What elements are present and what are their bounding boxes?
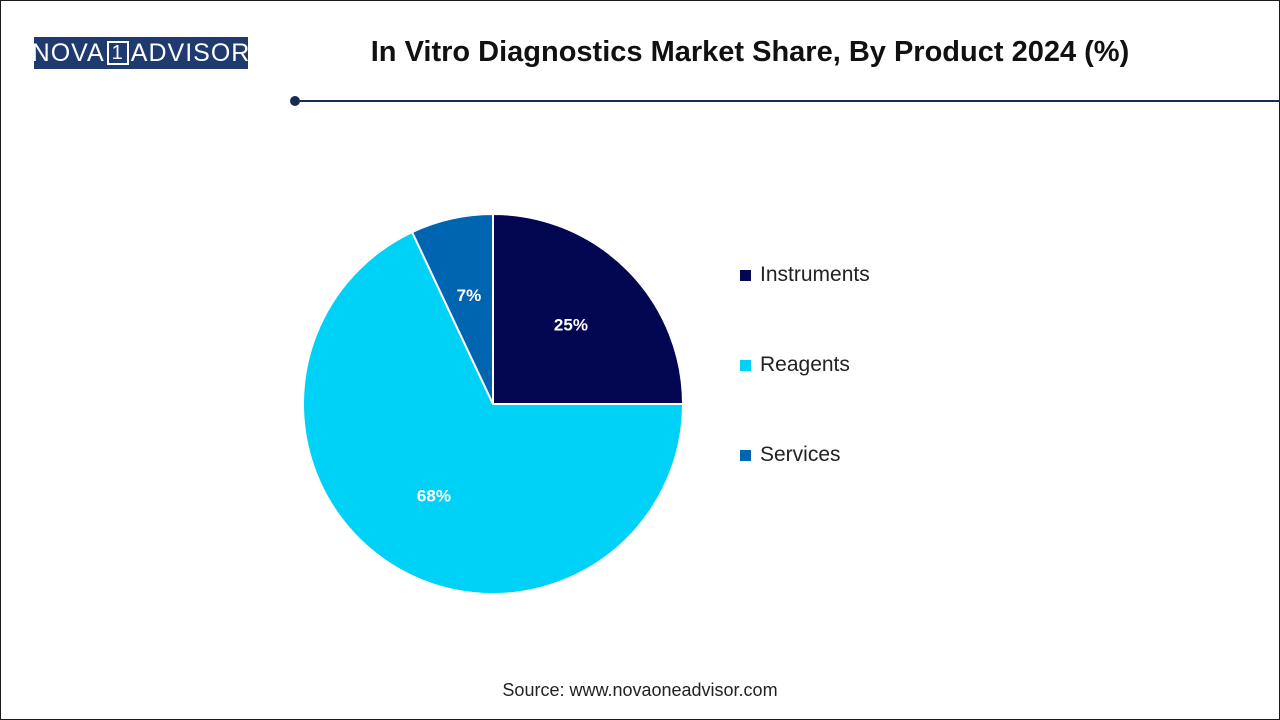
legend-label-reagents: Reagents (760, 353, 850, 376)
logo-mark: 1 (106, 41, 129, 65)
legend: Instruments Reagents Services (740, 262, 870, 532)
chart-title: In Vitro Diagnostics Market Share, By Pr… (370, 36, 1130, 68)
pie-slice-reagents (302, 230, 685, 595)
legend-item-services: Services (740, 442, 870, 468)
legend-swatch-services (740, 449, 751, 461)
legend-item-reagents: Reagents (740, 352, 870, 378)
source-note: Source: www.novaoneadvisor.com (502, 680, 778, 700)
legend-swatch-instruments (740, 269, 751, 281)
logo-text-right: ADVISOR (130, 38, 251, 67)
company-logo: NOVA 1 ADVISOR (31, 37, 251, 69)
data-label-instruments: 25% (554, 316, 588, 335)
legend-item-instruments: Instruments (740, 262, 870, 288)
data-label-services: 7% (457, 286, 482, 305)
legend-swatch-reagents (740, 359, 751, 371)
data-label-reagents: 68% (417, 487, 451, 506)
title-rule (300, 100, 1280, 102)
pie-slice-instruments (492, 212, 685, 405)
pie-slice-services (410, 212, 494, 405)
title-rule-dot (290, 96, 300, 106)
legend-label-instruments: Instruments (760, 263, 870, 286)
legend-label-services: Services (760, 443, 841, 466)
logo-text-left: NOVA (31, 38, 105, 67)
